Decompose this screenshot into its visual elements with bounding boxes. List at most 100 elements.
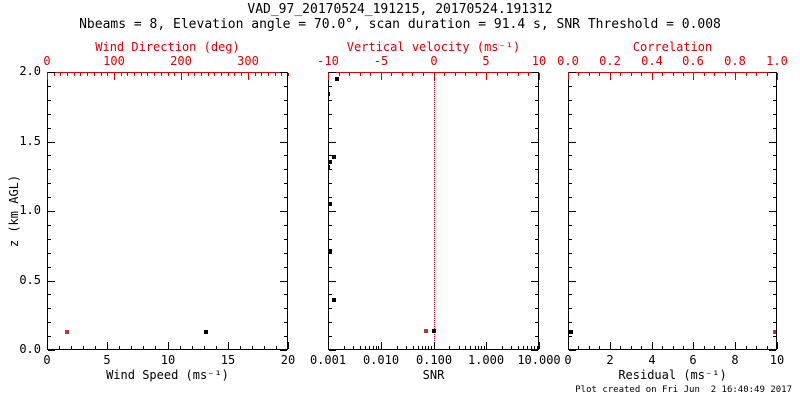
axis-tick xyxy=(693,73,694,80)
axis-minor-tick xyxy=(329,267,332,268)
axis-tick xyxy=(280,281,287,282)
tick-label: 0.001 xyxy=(309,353,347,367)
axis-minor-tick xyxy=(329,336,332,337)
axis-minor-tick xyxy=(329,128,332,129)
axis-tick xyxy=(248,73,249,80)
axis-minor-tick xyxy=(773,253,776,254)
axis-minor-tick xyxy=(746,73,747,76)
axis-minor-tick xyxy=(268,73,269,76)
snr-point xyxy=(329,202,332,206)
axis-minor-tick xyxy=(589,73,590,76)
axis-minor-tick xyxy=(54,73,55,76)
tick-label: 1.0 xyxy=(19,203,41,217)
axis-minor-tick xyxy=(329,86,332,87)
tick-label: 10 xyxy=(531,54,547,68)
snr-point xyxy=(329,165,330,169)
x-axis-title: Wind Speed (ms⁻¹) xyxy=(106,368,229,382)
axis-minor-tick xyxy=(397,346,398,349)
axis-minor-tick xyxy=(535,155,538,156)
axis-minor-tick xyxy=(284,183,287,184)
axis-minor-tick xyxy=(425,346,426,349)
axis-minor-tick xyxy=(284,225,287,226)
plot-box xyxy=(328,72,539,350)
axis-minor-tick xyxy=(683,346,684,349)
residual-point xyxy=(569,330,573,334)
axis-tick xyxy=(777,342,778,349)
axis-tick xyxy=(328,73,329,80)
axis-tick xyxy=(610,342,611,349)
axis-minor-tick xyxy=(662,73,663,76)
axis-minor-tick xyxy=(773,86,776,87)
axis-minor-tick xyxy=(714,346,715,349)
axis-minor-tick xyxy=(127,73,128,76)
axis-minor-tick xyxy=(535,169,538,170)
axis-minor-tick xyxy=(578,73,579,76)
tick-label: 0.100 xyxy=(415,353,453,367)
axis-minor-tick xyxy=(449,346,450,349)
snr-point xyxy=(335,77,339,81)
tick-label: 15 xyxy=(220,353,236,367)
axis-tick xyxy=(168,342,169,349)
axis-minor-tick xyxy=(48,197,51,198)
axis-minor-tick xyxy=(518,346,519,349)
axis-minor-tick xyxy=(773,294,776,295)
axis-minor-tick xyxy=(569,183,572,184)
axis-minor-tick xyxy=(535,308,538,309)
axis-minor-tick xyxy=(773,128,776,129)
axis-minor-tick xyxy=(221,73,222,76)
axis-tick xyxy=(48,281,55,282)
axis-minor-tick xyxy=(329,155,332,156)
axis-minor-tick xyxy=(154,73,155,76)
axis-minor-tick xyxy=(569,322,572,323)
axis-tick xyxy=(381,342,382,349)
axis-minor-tick xyxy=(535,100,538,101)
tick-label: 0.010 xyxy=(362,353,400,367)
axis-minor-tick xyxy=(569,155,572,156)
axis-tick xyxy=(531,142,538,143)
axis-minor-tick xyxy=(773,114,776,115)
snr-point xyxy=(332,298,336,302)
axis-minor-tick xyxy=(569,128,572,129)
axis-minor-tick xyxy=(48,114,51,115)
axis-minor-tick xyxy=(147,73,148,76)
plot-created-timestamp: Plot created on Fri Jun 2 16:40:49 2017 xyxy=(575,385,792,395)
axis-tick xyxy=(381,73,382,80)
axis-tick xyxy=(329,211,336,212)
correlation-point xyxy=(773,330,776,334)
axis-minor-tick xyxy=(431,346,432,349)
axis-minor-tick xyxy=(569,253,572,254)
axis-minor-tick xyxy=(48,322,51,323)
axis-minor-tick xyxy=(276,346,277,349)
axis-tick xyxy=(434,342,435,349)
vertical-velocity-point xyxy=(424,329,428,333)
axis-minor-tick xyxy=(329,239,332,240)
axis-minor-tick xyxy=(83,346,84,349)
tick-label: -10 xyxy=(317,54,339,68)
tick-label: 0.6 xyxy=(682,54,704,68)
axis-minor-tick xyxy=(378,346,379,349)
y-axis-title: z (km AGL) xyxy=(7,174,21,248)
tick-label: 0 xyxy=(564,353,572,367)
axis-minor-tick xyxy=(599,73,600,76)
axis-minor-tick xyxy=(284,86,287,87)
axis-minor-tick xyxy=(48,253,51,254)
axis-minor-tick xyxy=(773,239,776,240)
axis-minor-tick xyxy=(673,346,674,349)
axis-tick xyxy=(329,142,336,143)
axis-minor-tick xyxy=(418,346,419,349)
axis-minor-tick xyxy=(535,267,538,268)
tick-label: 1.000 xyxy=(467,353,505,367)
axis-tick xyxy=(48,142,55,143)
axis-minor-tick xyxy=(569,267,572,268)
axis-minor-tick xyxy=(369,346,370,349)
axis-tick xyxy=(181,73,182,80)
snr-point xyxy=(332,155,336,159)
axis-minor-tick xyxy=(773,308,776,309)
axis-minor-tick xyxy=(204,346,205,349)
axis-minor-tick xyxy=(284,100,287,101)
axis-minor-tick xyxy=(107,73,108,76)
axis-minor-tick xyxy=(502,346,503,349)
axis-minor-tick xyxy=(631,346,632,349)
axis-minor-tick xyxy=(329,225,332,226)
axis-minor-tick xyxy=(74,73,75,76)
